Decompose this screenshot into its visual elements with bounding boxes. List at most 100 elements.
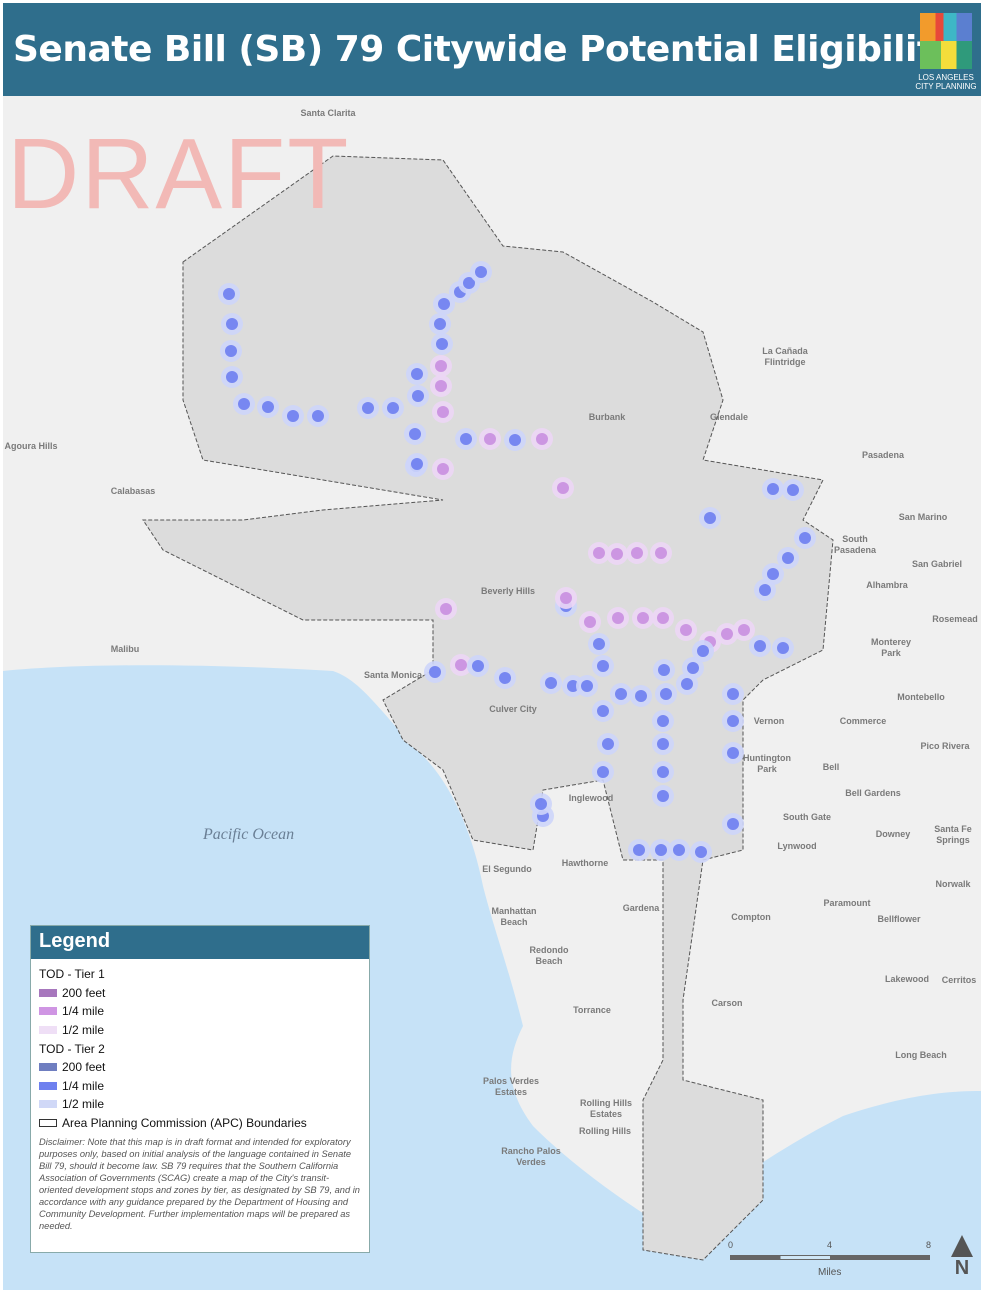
tier1-stop-buffer	[612, 612, 624, 624]
ocean-label: Pacific Ocean	[203, 826, 295, 843]
header-banner: Senate Bill (SB) 79 Citywide Potential E…	[3, 3, 981, 96]
place-label: Glendale	[709, 412, 749, 422]
tier2-stop-buffer	[597, 660, 609, 672]
legend-tier1-200ft: 200 feet	[31, 984, 369, 1003]
la-city-planning-logo: LOS ANGELES CITY PLANNING	[915, 11, 977, 91]
legend-tier2-heading: TOD - Tier 2	[31, 1039, 369, 1058]
tier2-stop-buffer	[581, 680, 593, 692]
place-label: Palos Verdes Estates	[482, 1076, 540, 1097]
place-label: Santa Fe Springs	[934, 824, 972, 845]
place-label: Pico Rivera	[920, 741, 970, 751]
swatch	[39, 1100, 57, 1109]
tier1-stop-buffer	[655, 547, 667, 559]
scale-tick: 8	[926, 1240, 932, 1250]
place-label: Montebello	[897, 692, 945, 702]
tier2-stop-buffer	[411, 458, 423, 470]
tier2-stop-buffer	[434, 318, 446, 330]
place-label: Culver City	[489, 704, 537, 714]
tier2-stop-buffer	[429, 666, 441, 678]
tier1-stop-buffer	[435, 380, 447, 392]
legend-label: TOD - Tier 2	[39, 1041, 105, 1056]
swatch	[39, 1063, 57, 1072]
place-label: Rosemead	[932, 614, 978, 624]
tier2-stop-buffer	[287, 410, 299, 422]
tier1-stop-buffer	[721, 628, 733, 640]
place-label: Calabasas	[110, 486, 156, 496]
place-label: Huntington Park	[743, 753, 791, 774]
tier2-stop-buffer	[759, 584, 771, 596]
scale-bar: 0 4 8 Miles	[728, 1240, 932, 1280]
place-label: Bellflower	[877, 914, 921, 924]
scale-unit: Miles	[818, 1267, 842, 1278]
tier2-stop-buffer	[681, 678, 693, 690]
tier2-stop-buffer	[799, 532, 811, 544]
tier2-stop-buffer	[597, 766, 609, 778]
tier1-stop-buffer	[435, 360, 447, 372]
place-label: Lynwood	[777, 841, 817, 851]
north-label: N	[954, 1257, 970, 1279]
tier2-stop-buffer	[223, 288, 235, 300]
legend-label: 1/2 mile	[62, 1097, 105, 1112]
tier2-stop-buffer	[727, 715, 739, 727]
place-label: Norwalk	[935, 879, 971, 889]
place-label: Carson	[711, 998, 743, 1008]
place-label: Paramount	[823, 898, 871, 908]
tier1-stop-buffer	[657, 612, 669, 624]
tier2-stop-buffer	[438, 298, 450, 310]
draft-watermark: DRAFT	[7, 118, 351, 230]
legend-label: TOD - Tier 1	[39, 967, 105, 982]
place-label: Santa Monica	[363, 670, 423, 680]
swatch	[39, 1119, 57, 1128]
tier2-stop-buffer	[460, 433, 472, 445]
tier2-stop-buffer	[597, 705, 609, 717]
logo-text: LOS ANGELES CITY PLANNING	[915, 73, 977, 91]
place-label: Inglewood	[568, 793, 614, 803]
scale-tick: 0	[728, 1240, 734, 1250]
place-label: Bell Gardens	[845, 788, 901, 798]
page-title: Senate Bill (SB) 79 Citywide Potential E…	[13, 29, 957, 70]
place-label: Gardena	[622, 903, 660, 913]
place-label: Rolling Hills Estates	[579, 1098, 632, 1119]
swatch	[39, 988, 57, 997]
place-label: Lakewood	[884, 974, 930, 984]
tier1-stop-buffer	[593, 547, 605, 559]
place-label: Monterey Park	[870, 637, 911, 658]
swatch	[39, 1026, 57, 1035]
tier2-stop-buffer	[660, 688, 672, 700]
tier2-stop-buffer	[727, 818, 739, 830]
place-label: Downey	[875, 829, 911, 839]
place-label: Redondo Beach	[529, 945, 569, 966]
tier2-stop-buffer	[777, 642, 789, 654]
tier2-stop-buffer	[657, 738, 669, 750]
tier2-stop-buffer	[657, 715, 669, 727]
place-label: Alhambra	[866, 580, 908, 590]
transit-stops-layer	[218, 261, 816, 863]
tier2-stop-buffer	[499, 672, 511, 684]
legend-panel: Legend TOD - Tier 1 200 feet 1/4 mile 1/…	[30, 925, 370, 1253]
tier1-stop-buffer	[680, 624, 692, 636]
tier2-stop-buffer	[697, 645, 709, 657]
swatch	[39, 1081, 57, 1090]
tier1-stop-buffer	[631, 547, 643, 559]
tier1-stop-buffer	[455, 659, 467, 671]
city-boundary	[142, 155, 834, 1261]
tier2-stop-buffer	[567, 680, 579, 692]
tier2-stop-buffer	[754, 640, 766, 652]
legend-label: Area Planning Commission (APC) Boundarie…	[62, 1116, 307, 1131]
tier2-stop-buffer	[657, 766, 669, 778]
tier2-stop-buffer	[436, 338, 448, 350]
tier2-stop-buffer	[535, 798, 547, 810]
disclaimer: Disclaimer: Note that this map is in dra…	[39, 1137, 360, 1232]
swatch	[39, 1007, 57, 1016]
legend-label: 1/2 mile	[62, 1023, 105, 1038]
tier2-stop-buffer	[727, 747, 739, 759]
place-label: Torrance	[573, 1005, 611, 1015]
tier2-stop-buffer	[226, 371, 238, 383]
north-arrow-icon	[951, 1235, 973, 1257]
place-label: Malibu	[110, 644, 140, 654]
place-label: Bell	[822, 762, 840, 772]
tier2-stop-buffer	[411, 368, 423, 380]
tier1-stop-buffer	[484, 433, 496, 445]
scale-tick: 4	[827, 1240, 833, 1250]
legend-tier1-heading: TOD - Tier 1	[31, 965, 369, 984]
